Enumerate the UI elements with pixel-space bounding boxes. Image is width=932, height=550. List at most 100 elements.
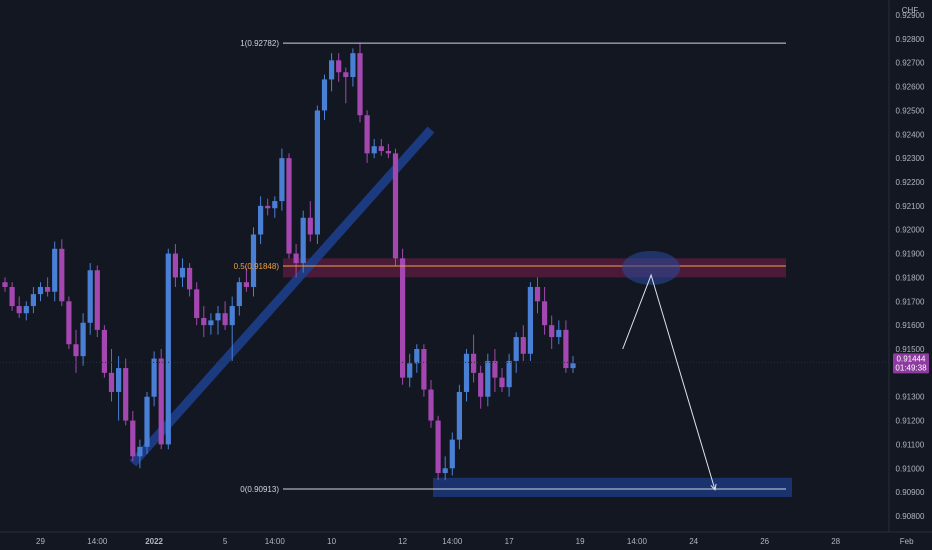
time-tick-label: 14:00 — [627, 537, 648, 546]
time-tick-label: 5 — [223, 537, 228, 546]
candle-body — [194, 289, 200, 318]
price-tick-label: 0.90900 — [896, 488, 925, 497]
candle-body — [9, 286, 15, 307]
time-tick-label: 28 — [831, 537, 840, 546]
candle-body — [66, 301, 72, 345]
candle-body — [116, 368, 122, 392]
candle-body — [229, 306, 235, 326]
candle-body — [378, 146, 384, 151]
candle-body — [30, 294, 36, 307]
time-tick-label: 12 — [398, 537, 407, 546]
candle-body — [144, 396, 150, 447]
price-tick-label: 0.92900 — [896, 11, 925, 20]
candle-body — [421, 349, 427, 390]
price-tick-label: 0.91300 — [896, 393, 925, 402]
price-tick-label: 0.91600 — [896, 321, 925, 330]
candle-body — [520, 337, 526, 354]
candle-body — [392, 153, 399, 259]
candle-body — [414, 349, 420, 364]
candle-body — [101, 329, 107, 373]
support-zone — [433, 477, 792, 497]
candle-body — [286, 158, 292, 254]
candle-body — [179, 267, 186, 278]
time-tick-label: Feb — [900, 537, 914, 546]
candle-body — [279, 158, 285, 202]
price-tick-label: 0.91500 — [896, 345, 925, 354]
fib-label: 0.5(0.91848) — [234, 262, 280, 271]
candle-body — [265, 205, 271, 209]
candle-body — [73, 344, 79, 357]
candle-body — [556, 329, 562, 338]
candle-body — [478, 372, 484, 397]
price-tick-label: 0.91200 — [896, 417, 925, 426]
candle-body — [400, 258, 406, 378]
candle-body — [563, 329, 569, 369]
candle-body — [513, 337, 519, 361]
time-tick-label: 10 — [327, 537, 336, 546]
candle-body — [158, 358, 164, 445]
projection-arrowhead — [710, 483, 717, 491]
price-tick-label: 0.92000 — [896, 226, 925, 235]
candle-body — [123, 368, 129, 421]
price-tick-label: 0.91700 — [896, 297, 925, 306]
candle-body — [45, 286, 51, 292]
price-tick-label: 0.90800 — [896, 512, 925, 521]
candle-body — [300, 217, 306, 264]
candle-body — [37, 286, 44, 295]
candle-body — [570, 363, 576, 369]
candle-body — [428, 389, 434, 421]
candle-body — [463, 353, 470, 392]
candle-body — [137, 446, 143, 457]
candle-body — [485, 360, 491, 397]
candle-body — [293, 253, 299, 264]
price-tick-label: 0.92800 — [896, 35, 925, 44]
price-tick-label: 0.91100 — [896, 440, 925, 449]
candle-body — [371, 146, 377, 154]
candle-body — [449, 439, 455, 469]
candle-body — [442, 468, 448, 474]
fib-label: 0(0.90913) — [240, 485, 279, 494]
time-tick-label: 26 — [760, 537, 769, 546]
candle-body — [407, 363, 413, 378]
candle-body — [364, 115, 370, 154]
candle-body — [350, 53, 356, 78]
candle-body — [329, 60, 335, 80]
candle-body — [201, 317, 207, 326]
candle-body — [321, 79, 328, 111]
candle-body — [343, 72, 349, 78]
price-tick-label: 0.92400 — [896, 130, 925, 139]
price-tick-label: 0.91800 — [896, 273, 925, 282]
candle-body — [151, 358, 157, 397]
candle-body — [549, 325, 555, 338]
candle-body — [336, 60, 342, 73]
time-tick-label: 14:00 — [87, 537, 108, 546]
candle-body — [250, 234, 257, 287]
candle-body — [236, 282, 242, 307]
price-tick-label: 0.92500 — [896, 106, 925, 115]
candle-body — [130, 420, 136, 457]
candle-body — [215, 313, 221, 321]
candle-body — [258, 205, 264, 235]
time-tick-label: 19 — [576, 537, 585, 546]
drawings-layer: 1(0.92782) 0.5(0.91848) 0(0.90913) — [0, 39, 889, 494]
candle-body — [16, 306, 22, 314]
price-tick-label: 0.92100 — [896, 202, 925, 211]
candle-body — [222, 313, 228, 326]
candle-body — [506, 360, 512, 388]
price-tag-countdown: 01:49:38 — [895, 363, 927, 372]
price-axis[interactable]: 0.92900 0.92800 0.92700 0.92600 0.92500 0.924… — [896, 11, 925, 521]
fib-label: 1(0.92782) — [240, 39, 279, 48]
resistance-zone — [283, 258, 786, 278]
time-axis[interactable]: 29 14:00 2022 5 14:00 10 12 14:00 17 19 14:00 24 26 2… — [36, 537, 914, 546]
time-tick-label: 29 — [36, 537, 45, 546]
candle-body — [272, 201, 278, 209]
candle-body — [527, 286, 533, 354]
candle-body — [243, 282, 249, 287]
candle-body — [187, 267, 193, 290]
time-tick-label: 17 — [505, 537, 514, 546]
price-tick-label: 0.92700 — [896, 59, 925, 68]
candle-body — [80, 322, 86, 357]
candle-body — [172, 253, 178, 278]
